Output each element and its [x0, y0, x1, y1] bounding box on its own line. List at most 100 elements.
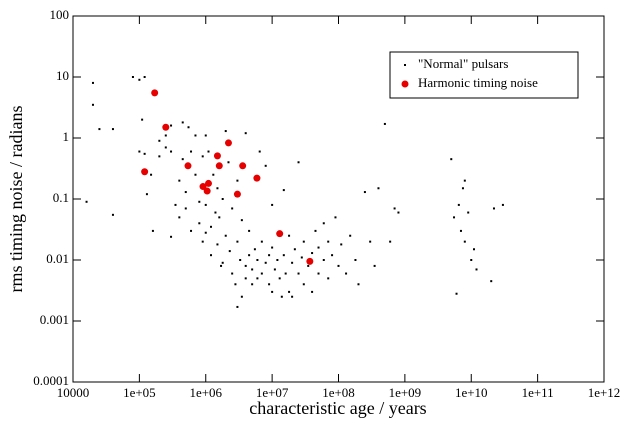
data-point	[327, 277, 330, 280]
data-point	[297, 272, 300, 275]
data-point	[170, 124, 173, 127]
data-point	[472, 248, 475, 251]
data-point	[260, 240, 263, 243]
data-point	[210, 254, 213, 257]
data-point	[212, 173, 215, 176]
y-tick-label: 0.1	[53, 190, 69, 205]
data-point	[240, 219, 243, 222]
data-point	[268, 254, 271, 257]
data-point	[302, 240, 305, 243]
data-point	[244, 264, 247, 267]
legend-marker	[401, 80, 409, 88]
data-point	[233, 190, 241, 198]
data-point	[203, 187, 211, 195]
data-point	[459, 229, 462, 232]
data-point	[264, 164, 267, 167]
data-point	[178, 179, 181, 182]
data-point	[369, 240, 372, 243]
y-tick-label: 0.0001	[33, 373, 69, 388]
data-point	[268, 283, 271, 286]
data-point	[291, 261, 294, 264]
data-point	[178, 216, 181, 219]
data-point	[288, 290, 291, 293]
data-point	[273, 268, 276, 271]
data-point	[271, 203, 274, 206]
legend-label: "Normal" pulsars	[418, 56, 508, 71]
data-point	[91, 103, 94, 106]
data-point	[363, 191, 366, 194]
data-point	[253, 248, 256, 251]
y-tick-label: 0.001	[40, 312, 69, 327]
x-tick-label: 1e+11	[522, 385, 554, 400]
data-point	[251, 283, 254, 286]
data-point	[256, 259, 259, 261]
data-point	[194, 134, 197, 137]
data-point	[145, 193, 148, 196]
data-point	[475, 268, 478, 271]
data-point	[184, 191, 187, 194]
data-point	[210, 225, 213, 228]
y-axis-title: rms timing noise / radians	[6, 106, 26, 293]
data-point	[248, 254, 251, 257]
data-point	[138, 78, 141, 81]
data-point	[187, 126, 190, 129]
data-point	[207, 150, 210, 153]
x-tick-label: 1e+05	[123, 385, 156, 400]
data-point	[240, 295, 243, 298]
data-point	[264, 261, 267, 264]
data-point	[340, 243, 343, 246]
data-point	[450, 158, 453, 161]
data-point	[271, 246, 274, 249]
data-point	[190, 150, 193, 153]
x-tick-label: 10000	[57, 385, 90, 400]
data-point	[158, 155, 161, 158]
legend-label: Harmonic timing noise	[418, 75, 538, 90]
data-point	[224, 130, 227, 133]
data-point	[383, 122, 386, 125]
data-point	[98, 128, 101, 131]
data-point	[256, 277, 259, 280]
data-point	[302, 283, 305, 286]
data-point	[174, 203, 177, 206]
data-point	[111, 213, 114, 216]
data-point	[467, 211, 470, 214]
data-point	[317, 272, 320, 275]
data-point	[337, 264, 340, 267]
data-point	[236, 305, 239, 308]
data-point	[199, 183, 207, 191]
x-tick-label: 1e+06	[189, 385, 222, 400]
data-point	[204, 134, 207, 137]
data-point	[143, 152, 146, 155]
data-point	[251, 268, 254, 271]
data-point	[143, 76, 146, 78]
data-point	[317, 246, 320, 249]
data-point	[288, 234, 291, 237]
data-point	[297, 161, 300, 164]
x-tick-label: 1e+12	[588, 385, 621, 400]
data-point	[85, 200, 88, 203]
data-point	[260, 272, 263, 275]
data-point	[151, 229, 154, 232]
data-point	[181, 158, 184, 161]
data-point	[331, 254, 334, 257]
data-point	[204, 203, 207, 206]
data-point	[214, 211, 217, 214]
x-tick-label: 1e+08	[322, 385, 355, 400]
x-tick-label: 1e+09	[389, 385, 422, 400]
data-point	[216, 243, 219, 246]
data-point	[345, 272, 348, 275]
data-point	[224, 234, 227, 237]
data-point	[138, 150, 141, 153]
data-point	[389, 240, 392, 243]
data-point	[271, 290, 274, 293]
data-point	[150, 173, 153, 176]
data-point	[377, 187, 380, 190]
data-point	[220, 264, 223, 267]
data-point	[201, 240, 204, 243]
data-point	[457, 203, 460, 206]
data-point	[184, 207, 187, 210]
data-point	[501, 203, 504, 206]
data-point	[216, 187, 219, 190]
data-point	[314, 229, 317, 232]
